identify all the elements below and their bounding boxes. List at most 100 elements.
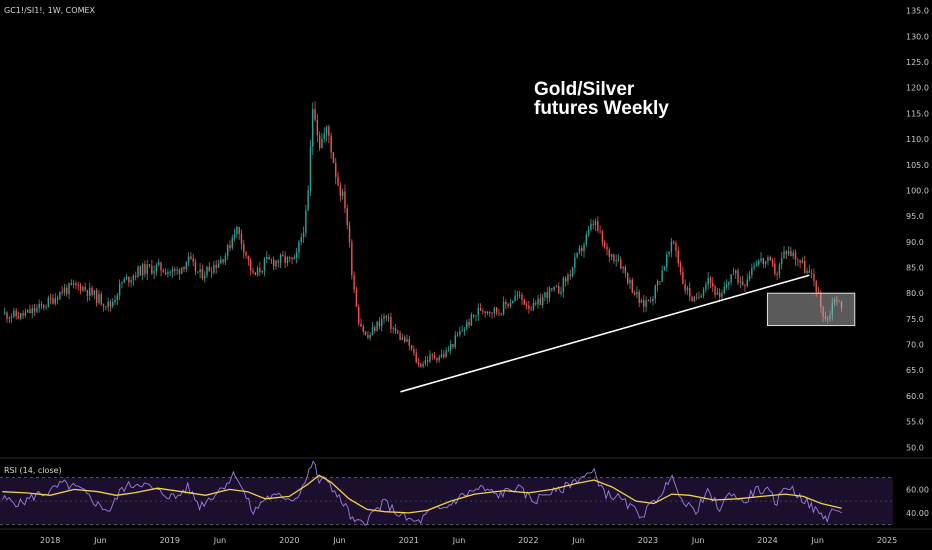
price-axis[interactable]: 50.0 55.0 60.0 65.0 70.0 75.0 80.0 85.0 90.0 95.0… — [906, 7, 929, 453]
price-tick-label[interactable]: 60.0 — [906, 392, 924, 401]
candle-body — [620, 259, 622, 269]
candle-body — [220, 259, 222, 264]
candle-body — [54, 298, 56, 304]
candle-body — [252, 270, 254, 273]
candle-body — [429, 354, 431, 362]
price-tick-label[interactable]: 115.0 — [906, 109, 929, 118]
candle-body — [535, 303, 537, 305]
time-tick-label[interactable]: 2023 — [638, 536, 658, 545]
time-tick-label[interactable]: 2020 — [279, 536, 299, 545]
candle-body — [199, 269, 201, 273]
candle-body — [406, 339, 408, 342]
candle-body — [436, 358, 438, 361]
candle-body — [164, 272, 167, 275]
candle-body — [256, 268, 259, 276]
candle-body — [6, 312, 8, 319]
candle-body — [43, 305, 45, 308]
candle-body — [410, 345, 413, 350]
price-tick-label[interactable]: 50.0 — [906, 443, 924, 452]
price-tick-label[interactable]: 55.0 — [906, 418, 924, 427]
symbol-header[interactable]: GC1!/SI1!, 1W, COMEX — [4, 6, 96, 15]
candle-body — [615, 260, 617, 262]
time-tick-label[interactable]: 2021 — [399, 536, 419, 545]
candle-body — [475, 315, 477, 317]
time-tick-label[interactable]: 2025 — [877, 536, 897, 545]
candle-body — [521, 294, 523, 300]
candle-body — [132, 275, 135, 280]
candle-body — [263, 259, 266, 271]
price-tick-label[interactable]: 125.0 — [906, 58, 929, 67]
price-tick-label[interactable]: 110.0 — [906, 135, 929, 144]
candle-body — [29, 309, 31, 314]
time-tick-label[interactable]: Jun — [93, 536, 107, 545]
rsi-pane — [0, 477, 893, 526]
candle-body — [348, 225, 351, 243]
price-tick-label[interactable]: 100.0 — [906, 186, 929, 195]
price-tick-label[interactable]: 90.0 — [906, 238, 924, 247]
candle-body — [610, 254, 613, 257]
time-tick-label[interactable]: 2024 — [757, 536, 777, 545]
candle-body — [300, 237, 302, 243]
price-tick-label[interactable]: 80.0 — [906, 289, 924, 298]
candle-body — [289, 256, 291, 258]
time-tick-label[interactable]: 2018 — [40, 536, 60, 545]
annotation-line-2[interactable]: futures Weekly — [534, 98, 669, 119]
price-tick-label[interactable]: 65.0 — [906, 366, 924, 375]
price-tick-label[interactable]: 75.0 — [906, 315, 924, 324]
time-tick-label[interactable]: Jun — [332, 536, 346, 545]
candle-body — [663, 267, 666, 271]
candle-body — [75, 283, 77, 285]
candle-body — [718, 292, 721, 297]
trendline[interactable] — [400, 274, 810, 393]
candle-body — [123, 279, 125, 283]
candle-body — [63, 287, 66, 293]
time-axis[interactable]: 2018 Jun 2019 Jun 2020 Jun 2021 Jun 2022 Jun 2023 J… — [40, 536, 897, 545]
candle-body — [751, 268, 753, 276]
support-zone-box[interactable] — [766, 292, 856, 327]
time-tick-label[interactable]: Jun — [691, 536, 705, 545]
time-tick-label[interactable]: 2019 — [160, 536, 180, 545]
rsi-axis: 40.00 60.00 — [906, 485, 929, 518]
candle-body — [125, 276, 128, 280]
candle-body — [208, 266, 211, 272]
price-tick-label[interactable]: 105.0 — [906, 161, 929, 170]
time-tick-label[interactable]: Jun — [452, 536, 466, 545]
candle-body — [452, 344, 454, 347]
candle-body — [576, 252, 578, 258]
candle-body — [15, 310, 17, 317]
candle-body — [774, 263, 776, 274]
price-tick-label[interactable]: 85.0 — [906, 264, 924, 273]
candle-body — [185, 262, 188, 270]
rsi-legend[interactable]: RSI (14, close) — [4, 466, 62, 475]
candle-body — [762, 258, 765, 265]
candle-body — [210, 271, 213, 273]
candle-body — [571, 267, 574, 277]
candle-body — [558, 286, 560, 294]
time-tick-label[interactable]: Jun — [571, 536, 585, 545]
price-tick-label[interactable]: 120.0 — [906, 84, 929, 93]
candle-body — [84, 286, 86, 291]
candle-body — [45, 306, 47, 308]
candle-body — [383, 316, 385, 319]
candle-body — [569, 274, 571, 277]
price-tick-label[interactable]: 70.0 — [906, 341, 924, 350]
time-tick-label[interactable]: Jun — [213, 536, 227, 545]
candle-body — [121, 282, 123, 284]
candle-body — [636, 291, 638, 295]
candle-body — [530, 308, 532, 310]
annotation-line-1[interactable]: Gold/Silver — [534, 79, 635, 100]
price-tick-label[interactable]: 135.0 — [906, 7, 929, 16]
time-tick-label[interactable]: Jun — [810, 536, 824, 545]
candle-body — [128, 276, 130, 283]
price-tick-label[interactable]: 95.0 — [906, 212, 924, 221]
candle-body — [578, 248, 581, 253]
candle-body — [514, 295, 516, 302]
candle-body — [684, 284, 686, 291]
time-tick-label[interactable]: 2022 — [518, 536, 538, 545]
price-tick-label[interactable]: 130.0 — [906, 32, 929, 41]
candle-body — [82, 286, 84, 291]
candle-body — [330, 135, 332, 153]
rsi-lines — [2, 460, 842, 526]
